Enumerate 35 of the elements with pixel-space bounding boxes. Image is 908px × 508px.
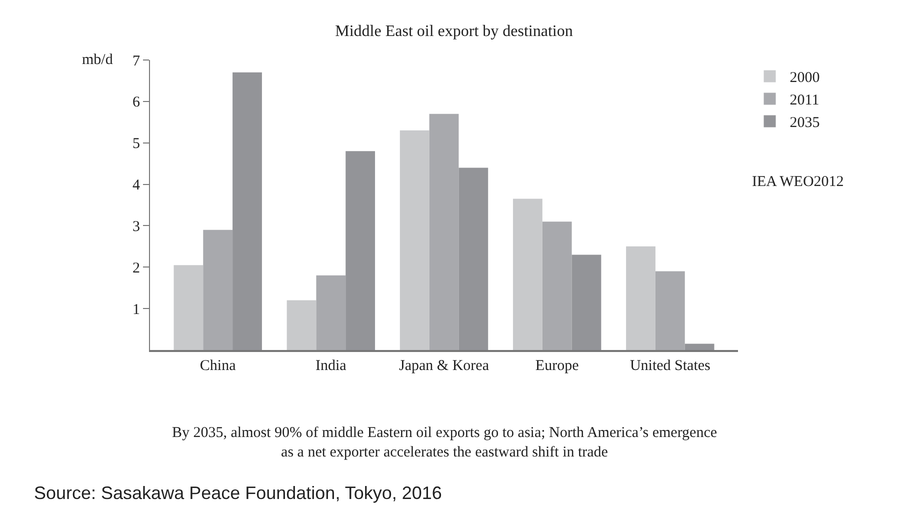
y-tick-label: 6 (132, 94, 140, 111)
x-tick-label: Europe (535, 358, 580, 374)
y-axis-title: mb/d (82, 52, 114, 68)
y-tick-label: 3 (132, 218, 140, 235)
bar (400, 130, 430, 350)
legend-label: 2011 (790, 92, 820, 109)
bar (626, 246, 656, 350)
y-tick-label: 2 (132, 260, 140, 276)
bar (572, 254, 602, 350)
bar (346, 151, 376, 350)
bar (655, 271, 685, 350)
bar (542, 222, 572, 350)
text: IEA WEO2012 (752, 174, 844, 190)
legend-label: 2035 (790, 115, 820, 132)
x-tick-label: China (200, 358, 236, 374)
bar (174, 265, 204, 350)
bar (458, 168, 488, 350)
text: By 2035, almost 90% of middle Eastern oil exports go to asia; North America’s emergence as a net exporter accelerates the eastward shift in trade (172, 425, 718, 460)
bar (286, 300, 316, 350)
bar (203, 230, 233, 350)
y-tick-label: 5 (132, 136, 140, 152)
chart-title: Middle East oil export by destination (335, 23, 573, 40)
x-tick-label: United States (630, 358, 711, 374)
bar (232, 72, 262, 350)
x-tick-label: India (316, 358, 347, 374)
source-note: Source: Sasakawa Peace Foundation, Tokyo, 2016 (34, 483, 442, 503)
y-tick-label: 4 (132, 178, 140, 194)
x-tick-label: Japan & Korea (399, 358, 490, 374)
y-tick-label: 1 (132, 302, 140, 318)
legend-label: 2000 (790, 70, 820, 86)
y-tick-label: 7 (132, 53, 140, 70)
bar (316, 275, 346, 350)
bar (512, 198, 542, 350)
bar (429, 114, 459, 350)
bar (684, 344, 714, 350)
